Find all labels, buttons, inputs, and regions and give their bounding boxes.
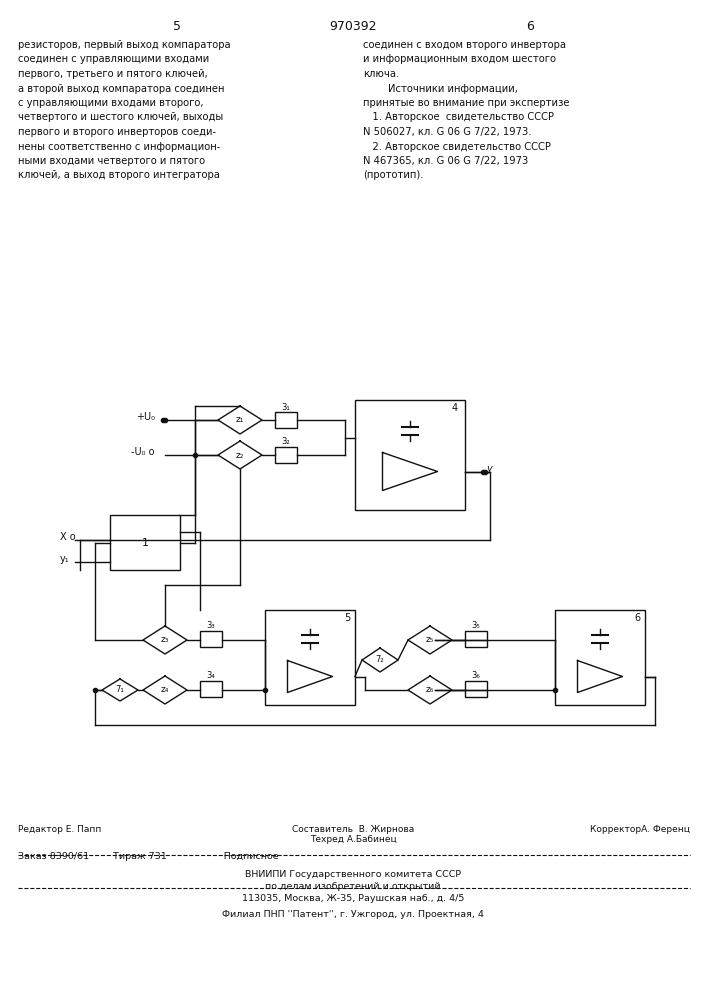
Text: принятые во внимание при экспертизе: принятые во внимание при экспертизе [363,98,570,108]
Bar [465,631,487,647]
Text: первого и второго инверторов соеди-: первого и второго инверторов соеди- [18,127,216,137]
Text: 3₃: 3₃ [206,621,216,631]
Text: Источники информации,: Источники информации, [363,84,518,94]
Text: z₅: z₅ [426,636,434,645]
Text: 3₅: 3₅ [472,621,480,631]
Bar [275,447,297,463]
Bar [265,610,355,705]
Text: 1: 1 [141,538,148,548]
Text: 113035, Москва, Ж-35, Раушская наб., д. 4/5: 113035, Москва, Ж-35, Раушская наб., д. … [242,894,464,903]
Text: (прототип).: (прототип). [363,170,423,180]
Text: Заказ 8390/61        Тираж 731                   Подписное: Заказ 8390/61 Тираж 731 Подписное [18,852,279,861]
Text: соединен с входом второго инвертора: соединен с входом второго инвертора [363,40,566,50]
Text: N 467365, кл. G 06 G 7/22, 1973: N 467365, кл. G 06 G 7/22, 1973 [363,156,528,166]
Text: Редактор Е. Папп: Редактор Е. Папп [18,825,101,834]
Text: z₂: z₂ [236,450,244,460]
Text: по делам изобретений и открытий: по делам изобретений и открытий [265,882,440,891]
Text: 3₁: 3₁ [281,402,291,412]
Text: Составитель  В. Жирнова
Техред А.Бабинец: Составитель В. Жирнова Техред А.Бабинец [292,825,414,844]
Text: а второй выход компаратора соединен: а второй выход компаратора соединен [18,84,225,94]
Text: ВНИИПИ Государственного комитета СССР: ВНИИПИ Государственного комитета СССР [245,870,461,879]
Text: 6: 6 [634,613,640,623]
Text: ными входами четвертого и пятого: ными входами четвертого и пятого [18,156,205,166]
Text: 5: 5 [344,613,350,623]
Text: -U₀ o: -U₀ o [132,447,155,457]
Text: 7₁: 7₁ [116,686,124,694]
Text: y₁: y₁ [60,554,69,564]
Text: 3₂: 3₂ [281,438,291,446]
Text: Филиал ПНП ''Патент'', г. Ужгород, ул. Проектная, 4: Филиал ПНП ''Патент'', г. Ужгород, ул. П… [222,910,484,919]
Text: z₃: z₃ [160,636,169,645]
Text: N 506027, кл. G 06 G 7/22, 1973.: N 506027, кл. G 06 G 7/22, 1973. [363,127,532,137]
Text: 4: 4 [452,403,458,413]
Text: 1. Авторское  свидетельство СССР: 1. Авторское свидетельство СССР [363,112,554,122]
Text: 2. Авторское свидетельство СССР: 2. Авторское свидетельство СССР [363,141,551,151]
Text: z₁: z₁ [236,416,244,424]
Text: нены соответственно с информацион-: нены соответственно с информацион- [18,141,221,151]
Text: y: y [486,464,492,474]
Text: ключей, а выход второго интегратора: ключей, а выход второго интегратора [18,170,220,180]
Text: четвертого и шестого ключей, выходы: четвертого и шестого ключей, выходы [18,112,223,122]
Bar [200,681,222,697]
Bar [555,610,645,705]
Bar [355,400,465,510]
Text: 3₄: 3₄ [206,672,216,680]
Text: с управляющими входами второго,: с управляющими входами второго, [18,98,204,108]
Text: 970392: 970392 [329,20,377,33]
Text: +U₀: +U₀ [136,412,155,422]
Text: 5: 5 [173,20,181,33]
Bar [275,412,297,428]
Text: ключа.: ключа. [363,69,399,79]
Text: X o: X o [60,532,76,542]
Text: КорректорА. Ференц: КорректорА. Ференц [590,825,690,834]
Text: резисторов, первый выход компаратора: резисторов, первый выход компаратора [18,40,230,50]
Text: z₄: z₄ [160,686,169,694]
Text: 3₆: 3₆ [472,672,480,680]
Text: z₆: z₆ [426,686,434,694]
Text: первого, третьего и пятого ключей,: первого, третьего и пятого ключей, [18,69,208,79]
Text: 6: 6 [526,20,534,33]
Text: и информационным входом шестого: и информационным входом шестого [363,54,556,64]
Text: 7₂: 7₂ [375,656,385,664]
Bar [200,631,222,647]
Bar [110,515,180,570]
Bar [465,681,487,697]
Text: соединен с управляющими входами: соединен с управляющими входами [18,54,209,64]
